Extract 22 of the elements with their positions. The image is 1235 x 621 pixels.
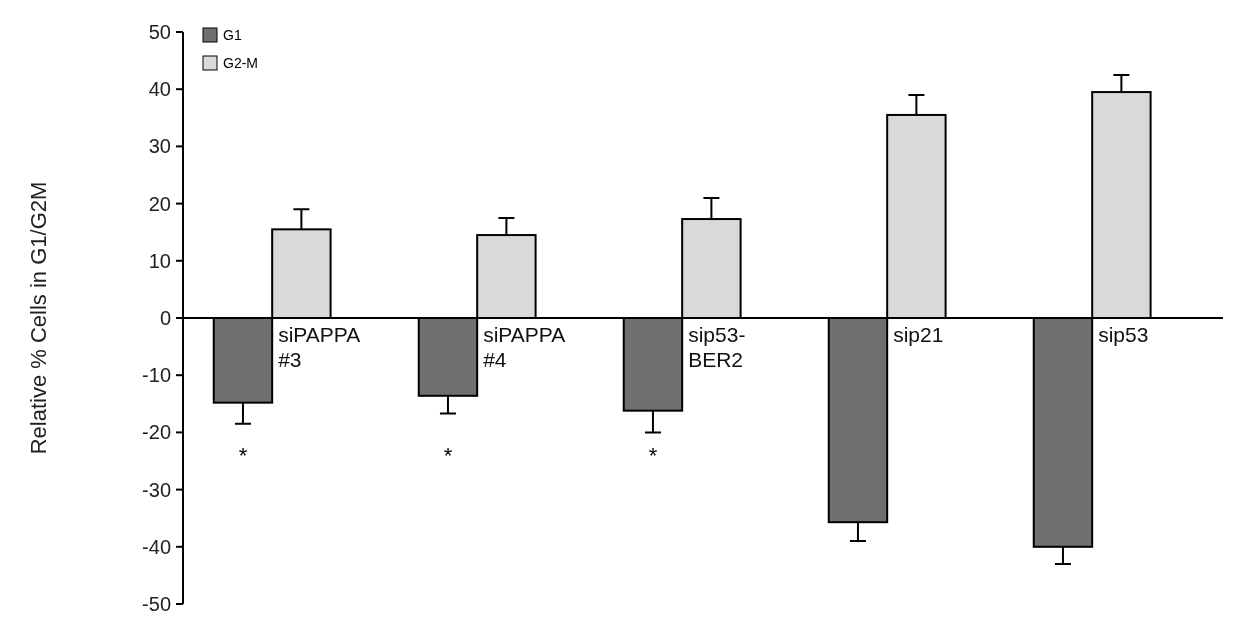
y-tick-label: 0 [159,307,171,329]
y-tick-label: 30 [148,135,171,158]
y-tick-label: -50 [142,593,171,615]
annotation: * [648,442,658,468]
y-tick-label: -10 [142,364,171,387]
y-tick-label: 50 [148,21,171,43]
x-tick-label: siPAPPA #3 [278,323,361,371]
y-axis-title: Relative % Cells in G1/G2M [26,181,51,455]
legend-label: G2-M [223,55,258,71]
y-tick-label: -40 [142,535,171,558]
x-tick-label: siPAPPA #4 [483,323,566,371]
x-tick-label: sip21 [893,323,944,346]
y-tick-label: -30 [142,478,171,501]
legend-label: G1 [223,27,242,43]
y-tick-label: -20 [142,421,171,444]
annotation: * [443,442,453,468]
x-tick-label: sip53 [1098,323,1149,346]
y-tick-label: 20 [148,192,171,215]
y-tick-label: 10 [148,249,171,272]
y-tick-label: 40 [148,78,171,101]
annotation: * [238,442,248,468]
x-tick-label: sip53-BER2 [688,323,746,371]
